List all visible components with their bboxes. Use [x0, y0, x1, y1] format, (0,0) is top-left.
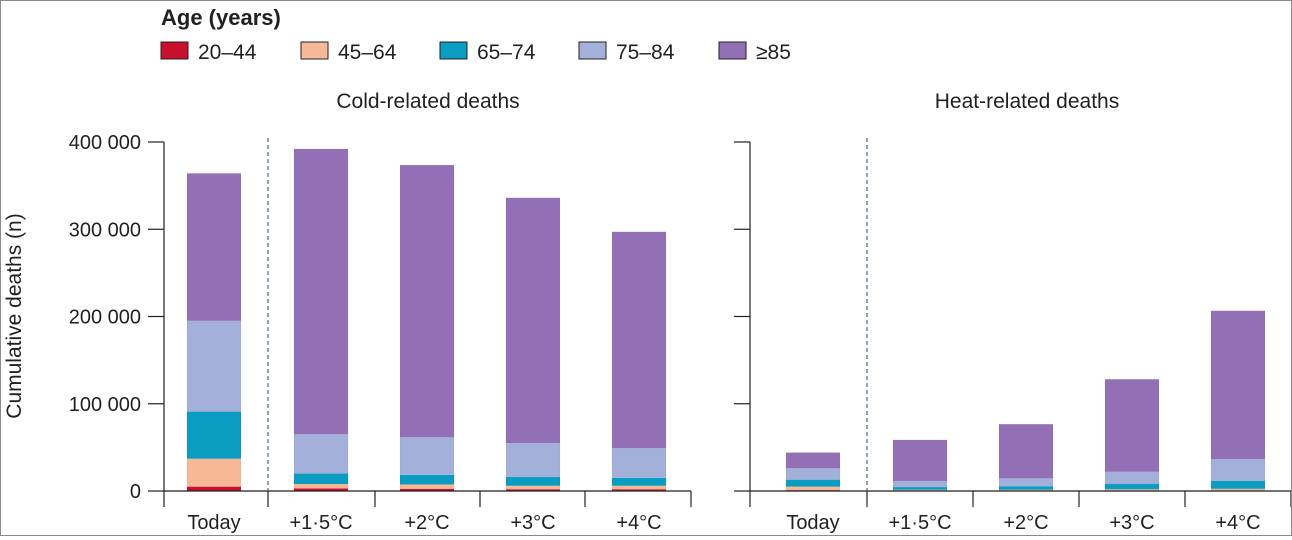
bar-segment-85-plus: [294, 149, 348, 434]
legend-title: Age (years): [161, 5, 281, 30]
x-tick-label: +4°C: [616, 512, 661, 534]
bar-segment-75-84: [294, 434, 348, 473]
legend-item-85-plus: ≥85: [719, 41, 791, 64]
bar-segment-65-74: [999, 486, 1053, 489]
bar-segment-45-64: [1105, 489, 1159, 490]
y-tick-label: 200 000: [69, 307, 141, 329]
x-tick-labels-cold: Today +1·5°C +2°C +3°C +4°C: [187, 512, 661, 534]
legend: Age (years) 20–44 45–64 65–74 75–84 ≥85: [161, 5, 791, 64]
legend-item-45-64: 45–64: [301, 41, 397, 64]
legend-swatch-20-44: [161, 42, 188, 59]
bar-segment-65-74: [786, 480, 840, 487]
bar-segment-85-plus: [1211, 311, 1265, 459]
panel-title-cold: Cold-related deaths: [336, 90, 519, 113]
bar-segment-85-plus: [400, 165, 454, 437]
bar-segment-45-64: [786, 487, 840, 490]
x-tick-label: +1·5°C: [888, 512, 951, 534]
bar-segment-45-64: [612, 486, 666, 489]
bar-segment-45-64: [400, 484, 454, 488]
bar-segment-75-84: [506, 443, 560, 477]
bar-segment-75-84: [893, 481, 947, 487]
legend-label-85-plus: ≥85: [756, 41, 791, 64]
legend-item-65-74: 65–74: [440, 41, 536, 64]
bar-segment-75-84: [612, 448, 666, 478]
x-tick-label: +3°C: [510, 512, 555, 534]
panel-cold: [148, 138, 691, 507]
x-tick-label: +1·5°C: [289, 512, 352, 534]
bar-segment-75-84: [1105, 472, 1159, 484]
bar-segment-20-44: [187, 487, 241, 491]
bar-segment-65-74: [893, 487, 947, 490]
legend-label-45-64: 45–64: [338, 41, 397, 64]
bar-segment-85-plus: [612, 232, 666, 448]
y-tick-label: 300 000: [69, 219, 141, 241]
panel-heat: [734, 138, 1291, 507]
bar-segment-65-74: [1105, 484, 1159, 489]
x-tick-label: Today: [187, 512, 240, 534]
legend-label-75-84: 75–84: [616, 41, 675, 64]
panel-title-heat: Heat-related deaths: [935, 90, 1119, 113]
x-tick-label: +4°C: [1215, 512, 1260, 534]
x-tick-label: +2°C: [404, 512, 449, 534]
bar-segment-85-plus: [506, 198, 560, 443]
legend-swatch-45-64: [301, 42, 328, 59]
x-tick-label: Today: [786, 512, 839, 534]
bar-segment-85-plus: [893, 440, 947, 481]
y-tick-labels: 0 100 000 200 000 300 000 400 000: [69, 132, 141, 503]
bar-segment-85-plus: [999, 424, 1053, 478]
x-tick-label: +3°C: [1109, 512, 1154, 534]
bar-segment-85-plus: [187, 173, 241, 320]
bar-segment-75-84: [187, 321, 241, 412]
y-axis-label: Cumulative deaths (n): [3, 213, 26, 418]
bar-segment-65-74: [294, 474, 348, 484]
legend-swatch-65-74: [440, 42, 467, 59]
y-tick-label: 100 000: [69, 394, 141, 416]
x-tick-labels-heat: Today +1·5°C +2°C +3°C +4°C: [786, 512, 1260, 534]
bar-segment-85-plus: [786, 453, 840, 469]
bar-segment-65-74: [612, 478, 666, 486]
legend-swatch-75-84: [579, 42, 606, 59]
bar-segment-65-74: [1211, 481, 1265, 489]
bar-segment-45-64: [294, 484, 348, 488]
x-tick-label: +2°C: [1003, 512, 1048, 534]
legend-swatch-85-plus: [719, 42, 746, 59]
legend-label-65-74: 65–74: [477, 41, 536, 64]
bar-segment-65-74: [506, 477, 560, 486]
bar-segment-45-64: [187, 459, 241, 487]
bar-segment-65-74: [400, 475, 454, 485]
bar-segment-45-64: [1211, 489, 1265, 491]
legend-label-20-44: 20–44: [198, 41, 257, 64]
plot-layer: [148, 138, 1291, 507]
bar-segment-85-plus: [1105, 379, 1159, 471]
bar-segment-45-64: [506, 486, 560, 489]
y-tick-label: 400 000: [69, 132, 141, 154]
legend-item-20-44: 20–44: [161, 41, 257, 64]
bar-segment-75-84: [999, 478, 1053, 486]
y-tick-label: 0: [130, 481, 141, 503]
bar-segment-75-84: [786, 468, 840, 479]
bar-segment-75-84: [1211, 459, 1265, 481]
legend-item-75-84: 75–84: [579, 41, 675, 64]
bar-segment-65-74: [187, 412, 241, 459]
bar-segment-75-84: [400, 437, 454, 475]
